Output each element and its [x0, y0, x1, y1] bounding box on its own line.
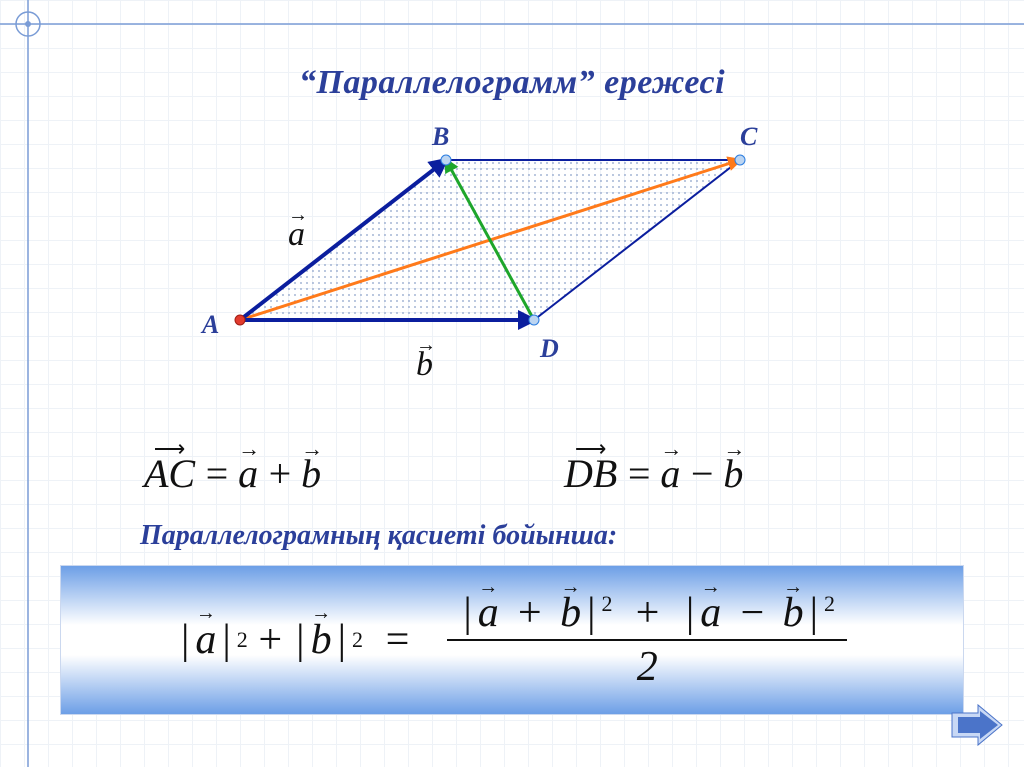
property-subtitle: Параллелограмның қасиеті бойынша:: [140, 520, 617, 552]
label-C: C: [740, 122, 757, 152]
equation-DB: ⟶DB = →a − →b: [560, 450, 747, 497]
point-A: [235, 315, 245, 325]
point-C: [735, 155, 745, 165]
point-B: [441, 155, 451, 165]
parallelogram-identity-box: |→a|2 + |→b|2 = |→a + →b|2 + |→a − →b|2 …: [60, 565, 964, 715]
point-D: [529, 315, 539, 325]
vector-label-a: →a: [288, 216, 305, 254]
parallelogram-identity: |→a|2 + |→b|2 = |→a + →b|2 + |→a − →b|2 …: [177, 587, 847, 693]
equation-AC: ⟶AC = →a + →b: [140, 450, 325, 497]
label-D: D: [540, 334, 559, 364]
parallelogram-diagram: A B C D →a →b: [180, 120, 880, 380]
vector-label-b: →b: [416, 346, 433, 384]
label-B: B: [432, 122, 449, 152]
label-A: A: [202, 310, 219, 340]
page-title: “Параллелограмм” ережесі: [0, 64, 1024, 102]
next-slide-button[interactable]: [950, 703, 1004, 747]
